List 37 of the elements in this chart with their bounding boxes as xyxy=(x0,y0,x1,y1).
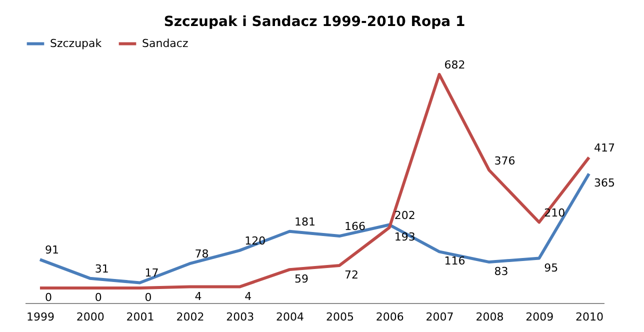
data-label: 376 xyxy=(494,154,516,168)
data-label: 91 xyxy=(44,244,59,257)
x-tick-label: 2004 xyxy=(276,310,304,324)
x-tick-label: 1999 xyxy=(26,310,54,324)
data-label: 17 xyxy=(144,266,159,280)
data-label: 0 xyxy=(44,291,52,304)
x-tick-label: 2010 xyxy=(576,310,604,324)
data-label: 0 xyxy=(144,291,152,304)
data-label: 4 xyxy=(194,290,202,303)
x-tick-label: 2001 xyxy=(126,310,154,324)
data-label: 365 xyxy=(594,176,616,190)
x-tick-label: 2008 xyxy=(476,310,504,324)
data-label: 116 xyxy=(444,254,466,268)
data-label: 72 xyxy=(344,268,358,282)
data-label: 59 xyxy=(294,272,309,286)
legend-label: Sandacz xyxy=(142,36,188,50)
data-label: 682 xyxy=(444,58,466,72)
data-label: 181 xyxy=(294,215,316,228)
x-tick-label: 2009 xyxy=(526,310,554,324)
x-tick-label: 2002 xyxy=(176,310,204,324)
data-label: 202 xyxy=(394,208,416,222)
data-label: 120 xyxy=(244,234,266,248)
data-label: 166 xyxy=(344,220,366,234)
data-label: 95 xyxy=(544,261,558,274)
data-label: 4 xyxy=(244,290,252,303)
x-tick-label: 2005 xyxy=(326,310,354,324)
x-tick-label: 2007 xyxy=(426,310,454,324)
data-label: 83 xyxy=(494,265,508,278)
x-tick-label: 2003 xyxy=(226,310,254,324)
data-label: 78 xyxy=(194,248,209,261)
x-tick-label: 2006 xyxy=(376,310,404,324)
data-label: 417 xyxy=(594,141,616,154)
data-label: 31 xyxy=(94,262,109,276)
chart-title: Szczupak i Sandacz 1999-2010 Ropa 1 xyxy=(164,14,466,30)
legend-label: Szczupak xyxy=(50,36,102,50)
data-label: 0 xyxy=(94,291,102,304)
x-tick-label: 2000 xyxy=(76,310,104,324)
